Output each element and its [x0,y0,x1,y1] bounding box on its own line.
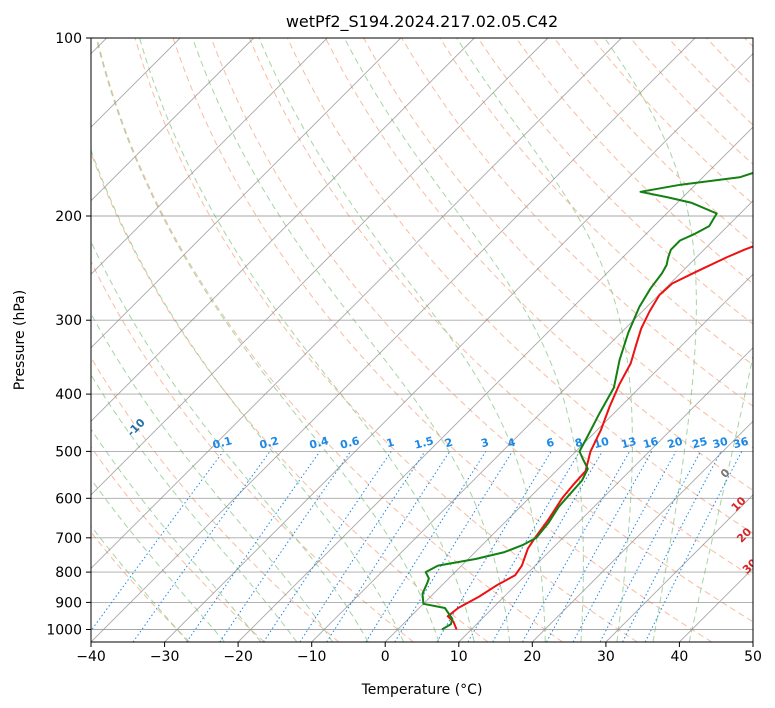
dry-adiabat [134,38,638,642]
y-tick-label: 100 [55,31,82,47]
y-tick-label: 600 [55,491,82,507]
moist-adiabat [91,478,225,642]
dewpoint-trace [421,171,753,631]
dry-adiabat [210,38,753,623]
x-tick-label: −30 [150,649,180,665]
isotherm-line [531,420,753,642]
x-tick-label: 0 [381,649,390,665]
mixing-ratio-line [644,451,743,642]
dry-adiabat [325,38,753,491]
dry-adiabat [91,445,265,642]
mixing-ratio-label: 20 [666,435,684,452]
moist-adiabat [91,525,189,642]
mixing-ratio-label: 0.6 [339,434,362,452]
mixing-ratio-line [326,451,451,642]
moist-adiabat [688,353,753,642]
y-tick-label: 400 [55,387,82,403]
x-tick-label: −40 [76,649,106,665]
mixing-ratio-label: 2 [443,436,454,451]
plot-frame [90,37,754,643]
y-axis-label: Pressure (hPa) [12,290,28,390]
moist-adiabat [139,38,475,642]
y-tick-label: 900 [55,595,82,611]
isotherm-line [237,126,753,642]
isotherm-line [164,52,753,642]
x-tick-label: −20 [223,649,253,665]
isotherm-line [458,347,753,642]
mixing-ratio-label: 16 [642,435,660,452]
isotherm-line [91,38,328,275]
chart-title: wetPf2_S194.2024.217.02.05.C42 [286,12,558,32]
isotherm-line [91,38,622,570]
y-tick-label: 200 [55,209,82,225]
dry-adiabat [248,38,753,578]
mixing-ratio-line [394,451,513,642]
dry-adiabat [515,38,753,285]
mixing-ratio-label: 13 [620,435,638,452]
moist-adiabat [91,312,334,642]
y-tick-label: 700 [55,531,82,547]
moist-adiabat [91,148,405,642]
y-tick-label: 800 [55,565,82,581]
dry-adiabat [96,38,563,642]
mixing-ratio-line [186,451,321,642]
moist-adiabat [91,428,262,642]
dry-adiabat [172,38,713,642]
mixing-ratio-line [546,451,653,642]
y-tick-label: 500 [55,444,82,460]
mixing-ratio-label: 0.4 [308,434,331,452]
y-tick-label: 300 [55,313,82,329]
moist-adiabat [192,38,511,642]
moist-adiabat [91,373,298,642]
mixing-ratio-label: 3 [480,436,491,451]
mixing-ratio-line [91,451,224,632]
mixing-ratio-label: 30 [711,435,729,452]
isotherm-line [311,200,753,642]
mixing-ratio-line [263,451,392,642]
mixing-ratio-line [132,451,271,642]
y-tick-label: 1000 [46,623,82,639]
dry-adiabat [91,260,414,642]
isotherm-line [91,38,255,202]
isotherm-line [91,38,549,496]
mixing-ratio-line [299,451,426,642]
mixing-ratio-label: 8 [573,436,584,451]
x-tick-label: 10 [450,649,468,665]
background-lines [91,38,753,642]
mixing-ratio-line [572,451,677,642]
mixing-ratio-label: 1.5 [413,434,435,452]
mixing-ratio-label: 1 [385,436,396,451]
mixing-ratio-line [219,451,352,642]
x-tick-label: −10 [297,649,327,665]
mixing-ratio-label: 0.2 [258,434,280,452]
mixing-ratio-label: 4 [506,436,517,451]
x-tick-label: 50 [744,649,762,665]
x-axis-label: Temperature (°C) [361,682,483,698]
isotherm-line [91,38,402,349]
moist-adiabat [258,38,546,642]
mixing-ratio-label: 25 [691,435,709,452]
x-tick-label: 30 [597,649,615,665]
moist-adiabat [91,240,369,642]
mixing-ratio-label: 6 [545,436,556,451]
isotherm-line [91,38,475,422]
isotherm-line [384,273,753,642]
dry-adiabat [286,38,753,535]
sounding-traces [421,171,753,631]
isotherm-line [91,38,696,642]
mixing-ratio-line [522,451,631,642]
moist-adiabat [343,38,584,642]
isotherm-line [605,494,753,642]
moist-adiabat-label: 20 [734,525,754,545]
x-tick-label: 20 [523,649,541,665]
dry-adiabat [91,356,340,642]
mixing-ratio-label: 36 [732,435,750,452]
mixing-ratio-label: 0.1 [211,434,233,452]
moist-adiabat [604,38,697,642]
temperature-trace [446,245,753,630]
axis-ticks: −40 −30 −20 −10 0 10 20 30 40 5010020030040050060… [46,31,762,665]
x-tick-label: 40 [670,649,688,665]
